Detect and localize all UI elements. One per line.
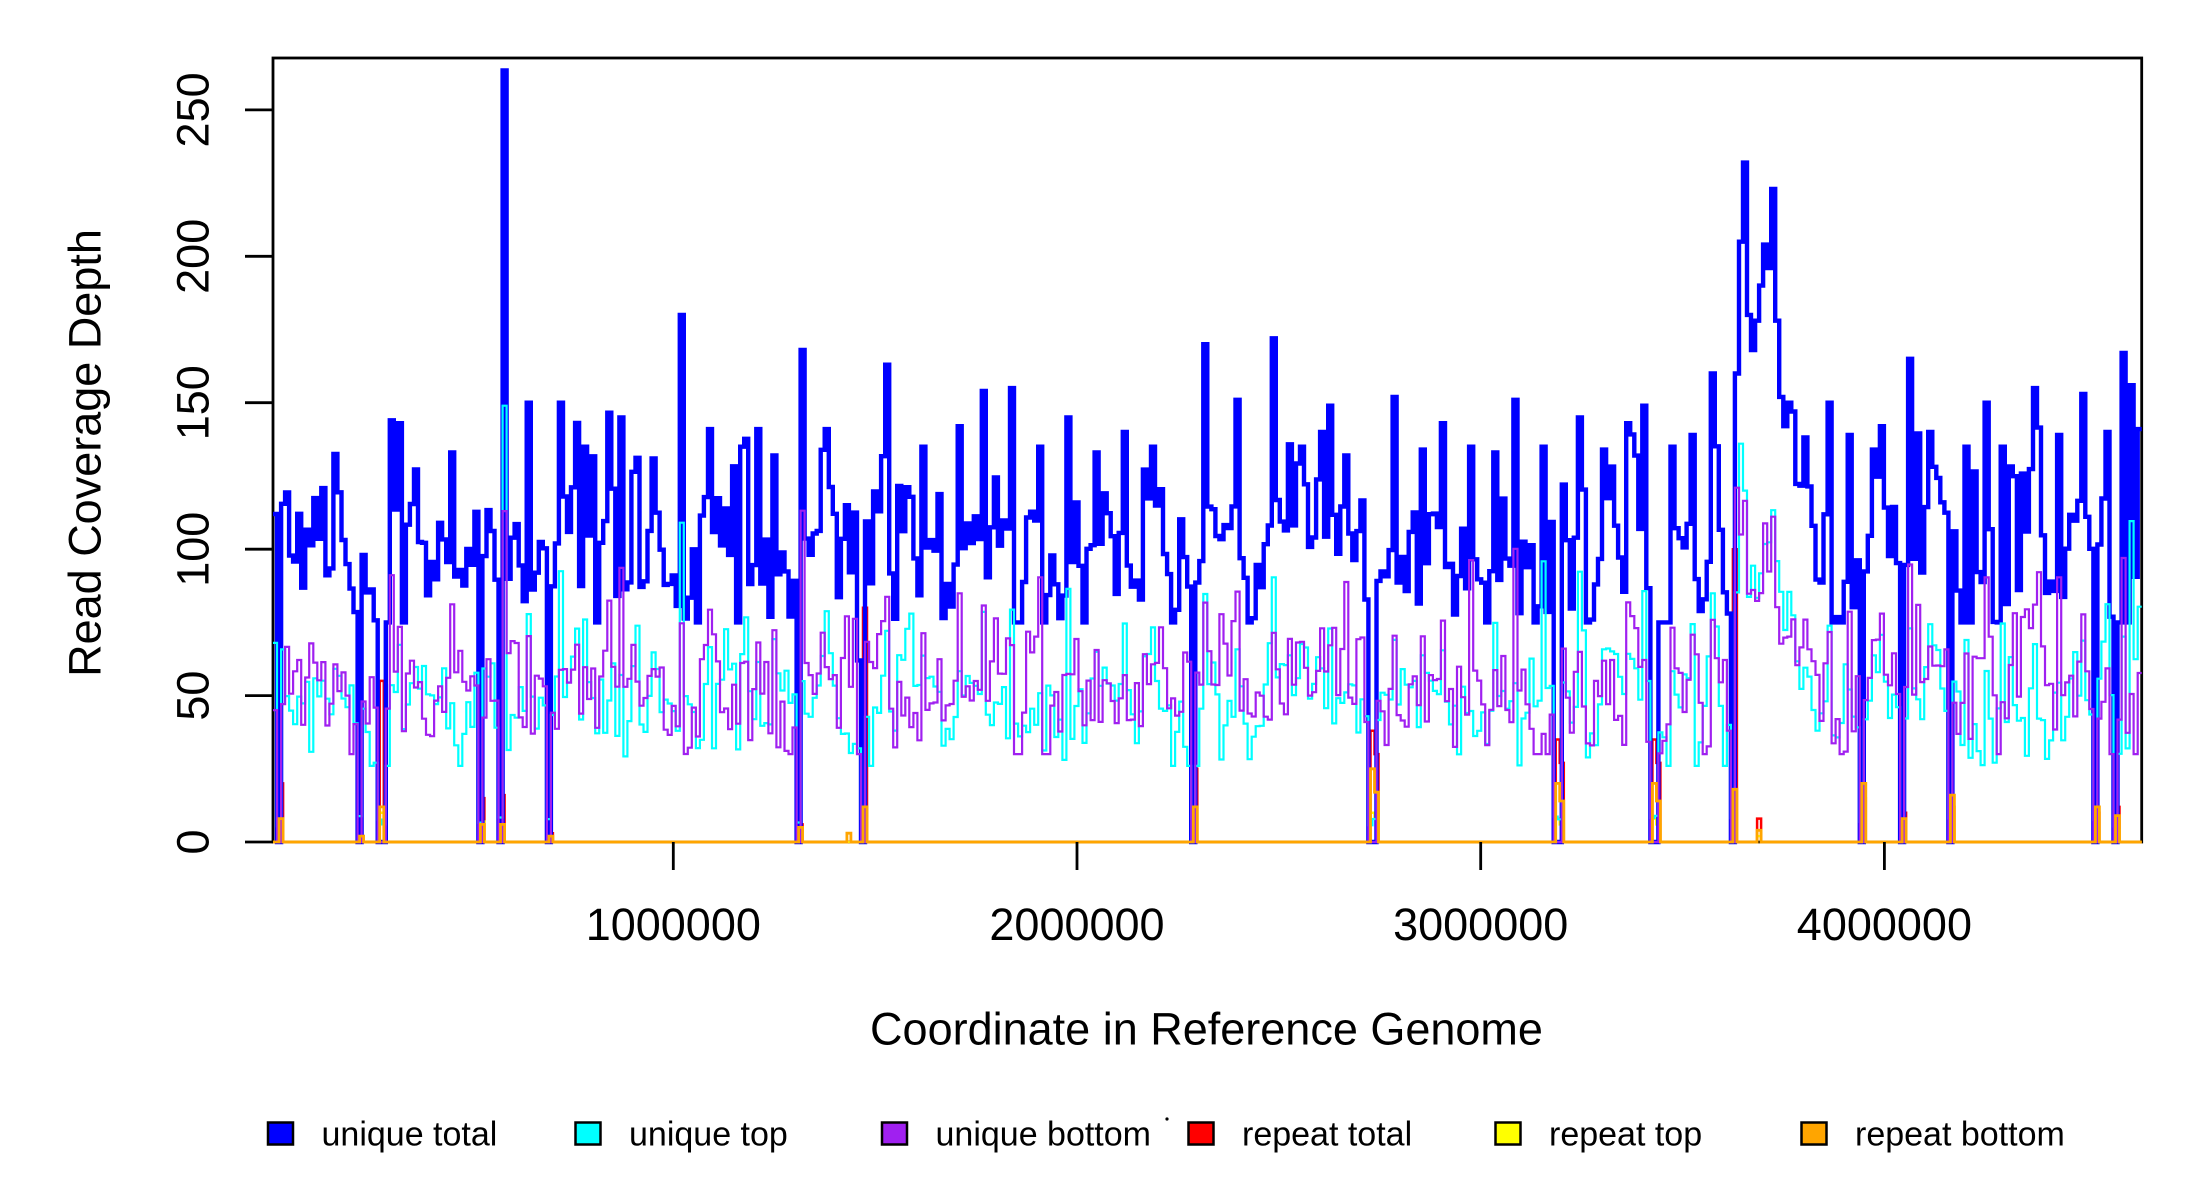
svg-text:unique total: unique total: [322, 1116, 498, 1154]
svg-text:50: 50: [168, 671, 219, 721]
svg-text:unique top: unique top: [629, 1116, 788, 1154]
svg-text:unique bottom: unique bottom: [936, 1116, 1152, 1154]
svg-text:repeat bottom: repeat bottom: [1855, 1116, 2065, 1154]
svg-text:3000000: 3000000: [1393, 899, 1568, 950]
svg-text:1000000: 1000000: [586, 899, 761, 950]
svg-text:repeat total: repeat total: [1242, 1116, 1412, 1154]
svg-text:200: 200: [168, 219, 219, 294]
svg-text:250: 250: [168, 72, 219, 147]
svg-text:150: 150: [168, 365, 219, 440]
svg-text:Coordinate in Reference Genome: Coordinate in Reference Genome: [870, 1004, 1543, 1055]
svg-text:repeat top: repeat top: [1549, 1116, 1702, 1154]
svg-text:100: 100: [168, 512, 219, 587]
svg-text:2000000: 2000000: [989, 899, 1164, 950]
svg-text:0: 0: [168, 829, 219, 854]
svg-text:4000000: 4000000: [1797, 899, 1972, 950]
svg-text:Read Coverage Depth: Read Coverage Depth: [60, 229, 111, 677]
